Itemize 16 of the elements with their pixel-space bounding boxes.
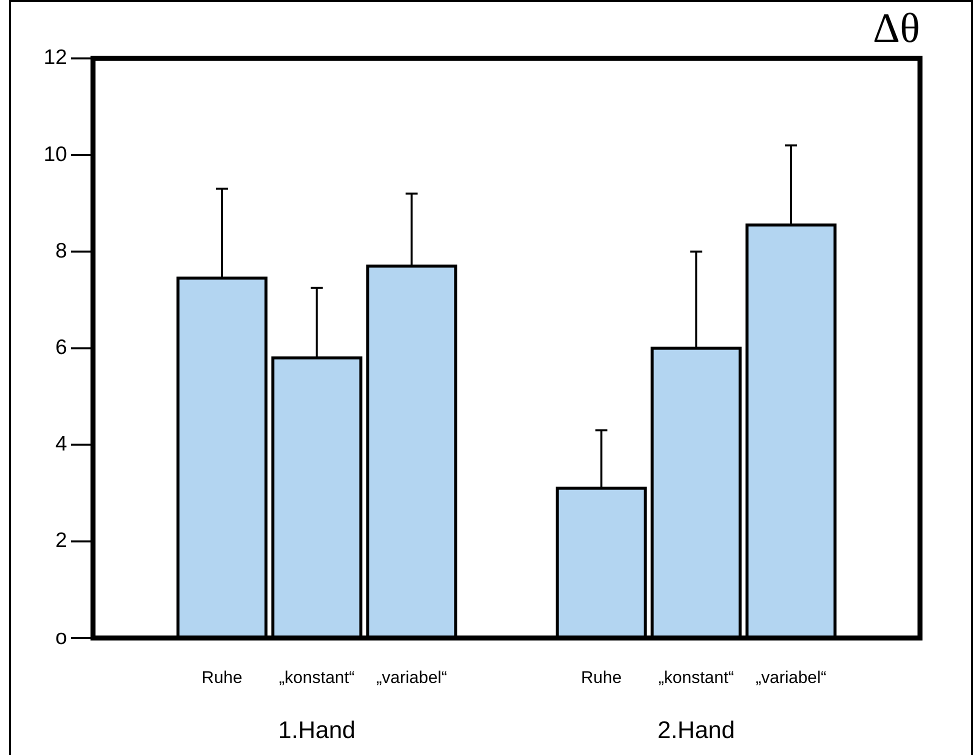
x-tick-label: „variabel“ xyxy=(376,668,448,687)
y-tick-label: 10 xyxy=(44,142,67,166)
x-tick-label: „konstant“ xyxy=(658,668,734,687)
text: 1.Hand xyxy=(278,717,356,744)
text: 2.Hand xyxy=(657,717,735,744)
y-tick-label: 8 xyxy=(55,239,67,262)
x-tick-label: Ruhe xyxy=(581,668,622,687)
y-tick-label: 4 xyxy=(55,432,68,456)
y-tick-label: o xyxy=(55,626,67,649)
y-tick-label: 12 xyxy=(44,46,67,70)
y-tick-label: 2 xyxy=(55,529,67,552)
y-tick-label: 6 xyxy=(55,336,67,359)
x-tick-label: „variabel“ xyxy=(756,668,827,687)
x-tick-label: „konstant“ xyxy=(279,668,355,687)
x-tick-label: Ruhe xyxy=(202,668,242,687)
chart-title: Δθ xyxy=(872,6,920,52)
